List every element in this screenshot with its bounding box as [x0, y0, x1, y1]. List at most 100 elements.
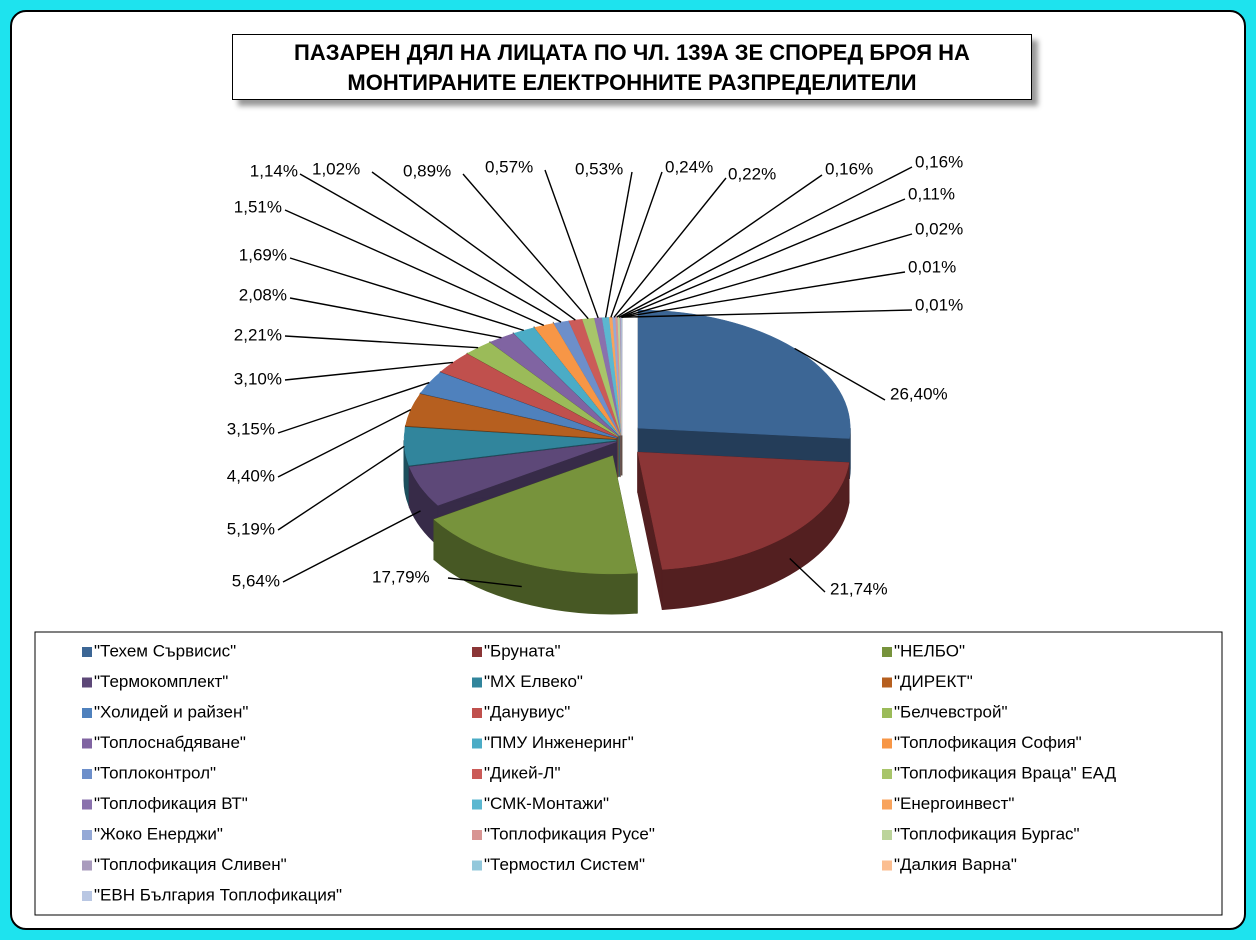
leader-line — [621, 309, 913, 318]
data-label: 5,64% — [232, 571, 280, 590]
data-label: 1,14% — [250, 161, 298, 180]
leader-line — [277, 445, 405, 531]
legend-entry: "МХ Елвеко" — [484, 672, 583, 691]
leader-line — [277, 409, 412, 478]
legend-entry: "Топлофикация Сливен" — [94, 855, 287, 874]
leader-line — [618, 166, 913, 318]
legend-entry: "Холидей и райзен" — [94, 702, 248, 721]
leader-line — [284, 335, 479, 349]
chart-title: ПАЗАРЕН ДЯЛ НА ЛИЦАТА ПО ЧЛ. 139А ЗЕ СПО… — [232, 34, 1032, 100]
leader-line — [794, 347, 886, 401]
leader-line — [544, 169, 599, 319]
legend-entry: "Топлоконтрол" — [94, 763, 216, 782]
data-label: 0,89% — [403, 161, 451, 180]
legend-swatch — [472, 708, 482, 718]
data-label: 3,10% — [234, 369, 282, 388]
legend-entry: "Топлофикация ВТ" — [94, 794, 248, 813]
legend-entry: "Термокомплект" — [94, 672, 228, 691]
legend-box — [34, 631, 1223, 916]
legend-swatch — [882, 677, 892, 688]
data-label: 4,40% — [227, 466, 275, 485]
data-label: 1,02% — [312, 159, 360, 178]
data-label: 2,08% — [239, 285, 287, 304]
legend-swatch — [882, 769, 892, 779]
data-label: 1,51% — [234, 197, 282, 216]
data-label: 0,01% — [908, 257, 956, 276]
legend-entry: "Топлоснабдяване" — [94, 733, 246, 752]
slice — [534, 323, 621, 436]
data-label: 0,16% — [825, 159, 873, 178]
legend-entry: "Топлофикация Бургас" — [894, 824, 1080, 843]
data-label: 0,11% — [908, 184, 955, 203]
leader-line — [610, 171, 663, 318]
data-label: 26,40% — [890, 384, 948, 403]
legend-entry: "Бруната" — [484, 641, 561, 660]
slice — [433, 455, 638, 575]
data-label: 17,79% — [372, 567, 430, 586]
data-label: 1,69% — [239, 245, 287, 264]
legend-swatch — [472, 830, 482, 840]
legend-entry: "Жоко Енерджи" — [94, 824, 223, 843]
legend-swatch — [82, 799, 92, 810]
legend-swatch — [472, 647, 482, 657]
leader-line — [371, 171, 576, 321]
legend-entry: "НЕЛБО" — [894, 641, 965, 660]
legend-swatch — [472, 738, 482, 749]
slice — [403, 426, 617, 466]
leader-line — [284, 209, 545, 327]
slice — [637, 309, 851, 439]
legend-entry: "Топлофикация Русе" — [484, 824, 655, 843]
legend-swatch — [82, 891, 92, 901]
data-label: 0,57% — [485, 157, 533, 176]
data-label: 21,74% — [830, 579, 888, 598]
leader-line — [621, 233, 913, 318]
slice — [408, 441, 617, 506]
legend-entry: "ДИРЕКТ" — [894, 672, 973, 691]
slice — [637, 452, 850, 570]
data-label: 0,02% — [915, 219, 963, 238]
slice — [405, 393, 617, 440]
legend-entry: "Дикей-Л" — [484, 763, 560, 782]
legend-entry: "Топлофикация Враца" ЕАД — [894, 763, 1117, 782]
legend-entry: "Техем Сървисис" — [94, 641, 236, 660]
legend-swatch — [882, 799, 892, 810]
legend-swatch — [882, 708, 892, 718]
legend-swatch — [82, 769, 92, 779]
leader-line — [299, 173, 562, 323]
legend-swatch — [82, 708, 92, 718]
legend-swatch — [472, 860, 482, 871]
legend-swatch — [882, 830, 892, 840]
leader-line — [289, 297, 502, 339]
legend-entry: "Термостил Систем" — [484, 855, 645, 874]
legend-swatch — [882, 738, 892, 749]
data-label: 5,19% — [227, 519, 275, 538]
legend-entry: "Далкия Варна" — [894, 855, 1017, 874]
legend-swatch — [882, 860, 892, 871]
data-label: 0,16% — [915, 152, 963, 171]
data-label: 0,24% — [665, 157, 713, 176]
data-label: 0,22% — [728, 164, 776, 183]
leader-line — [613, 177, 727, 318]
leader-line — [447, 577, 522, 588]
leader-line — [289, 257, 525, 332]
slice — [489, 333, 619, 437]
legend-entry: "СМК-Монтажи" — [484, 794, 609, 813]
legend-swatch — [472, 677, 482, 688]
leader-line — [277, 381, 430, 434]
data-label: 2,21% — [234, 325, 282, 344]
data-label: 0,53% — [575, 159, 623, 178]
data-label: 0,01% — [915, 295, 963, 314]
data-label: 3,15% — [227, 419, 275, 438]
leader-line — [620, 198, 906, 318]
leader-line — [789, 558, 826, 593]
legend-entry: "Топлофикация София" — [894, 733, 1082, 752]
legend-swatch — [82, 738, 92, 749]
legend-swatch — [882, 647, 892, 657]
legend-swatch — [472, 769, 482, 779]
legend-entry: "Енергоинвест" — [894, 794, 1014, 813]
legend-entry: "Белчевстрой" — [894, 702, 1008, 721]
leader-line — [604, 171, 633, 318]
legend-swatch — [82, 860, 92, 871]
